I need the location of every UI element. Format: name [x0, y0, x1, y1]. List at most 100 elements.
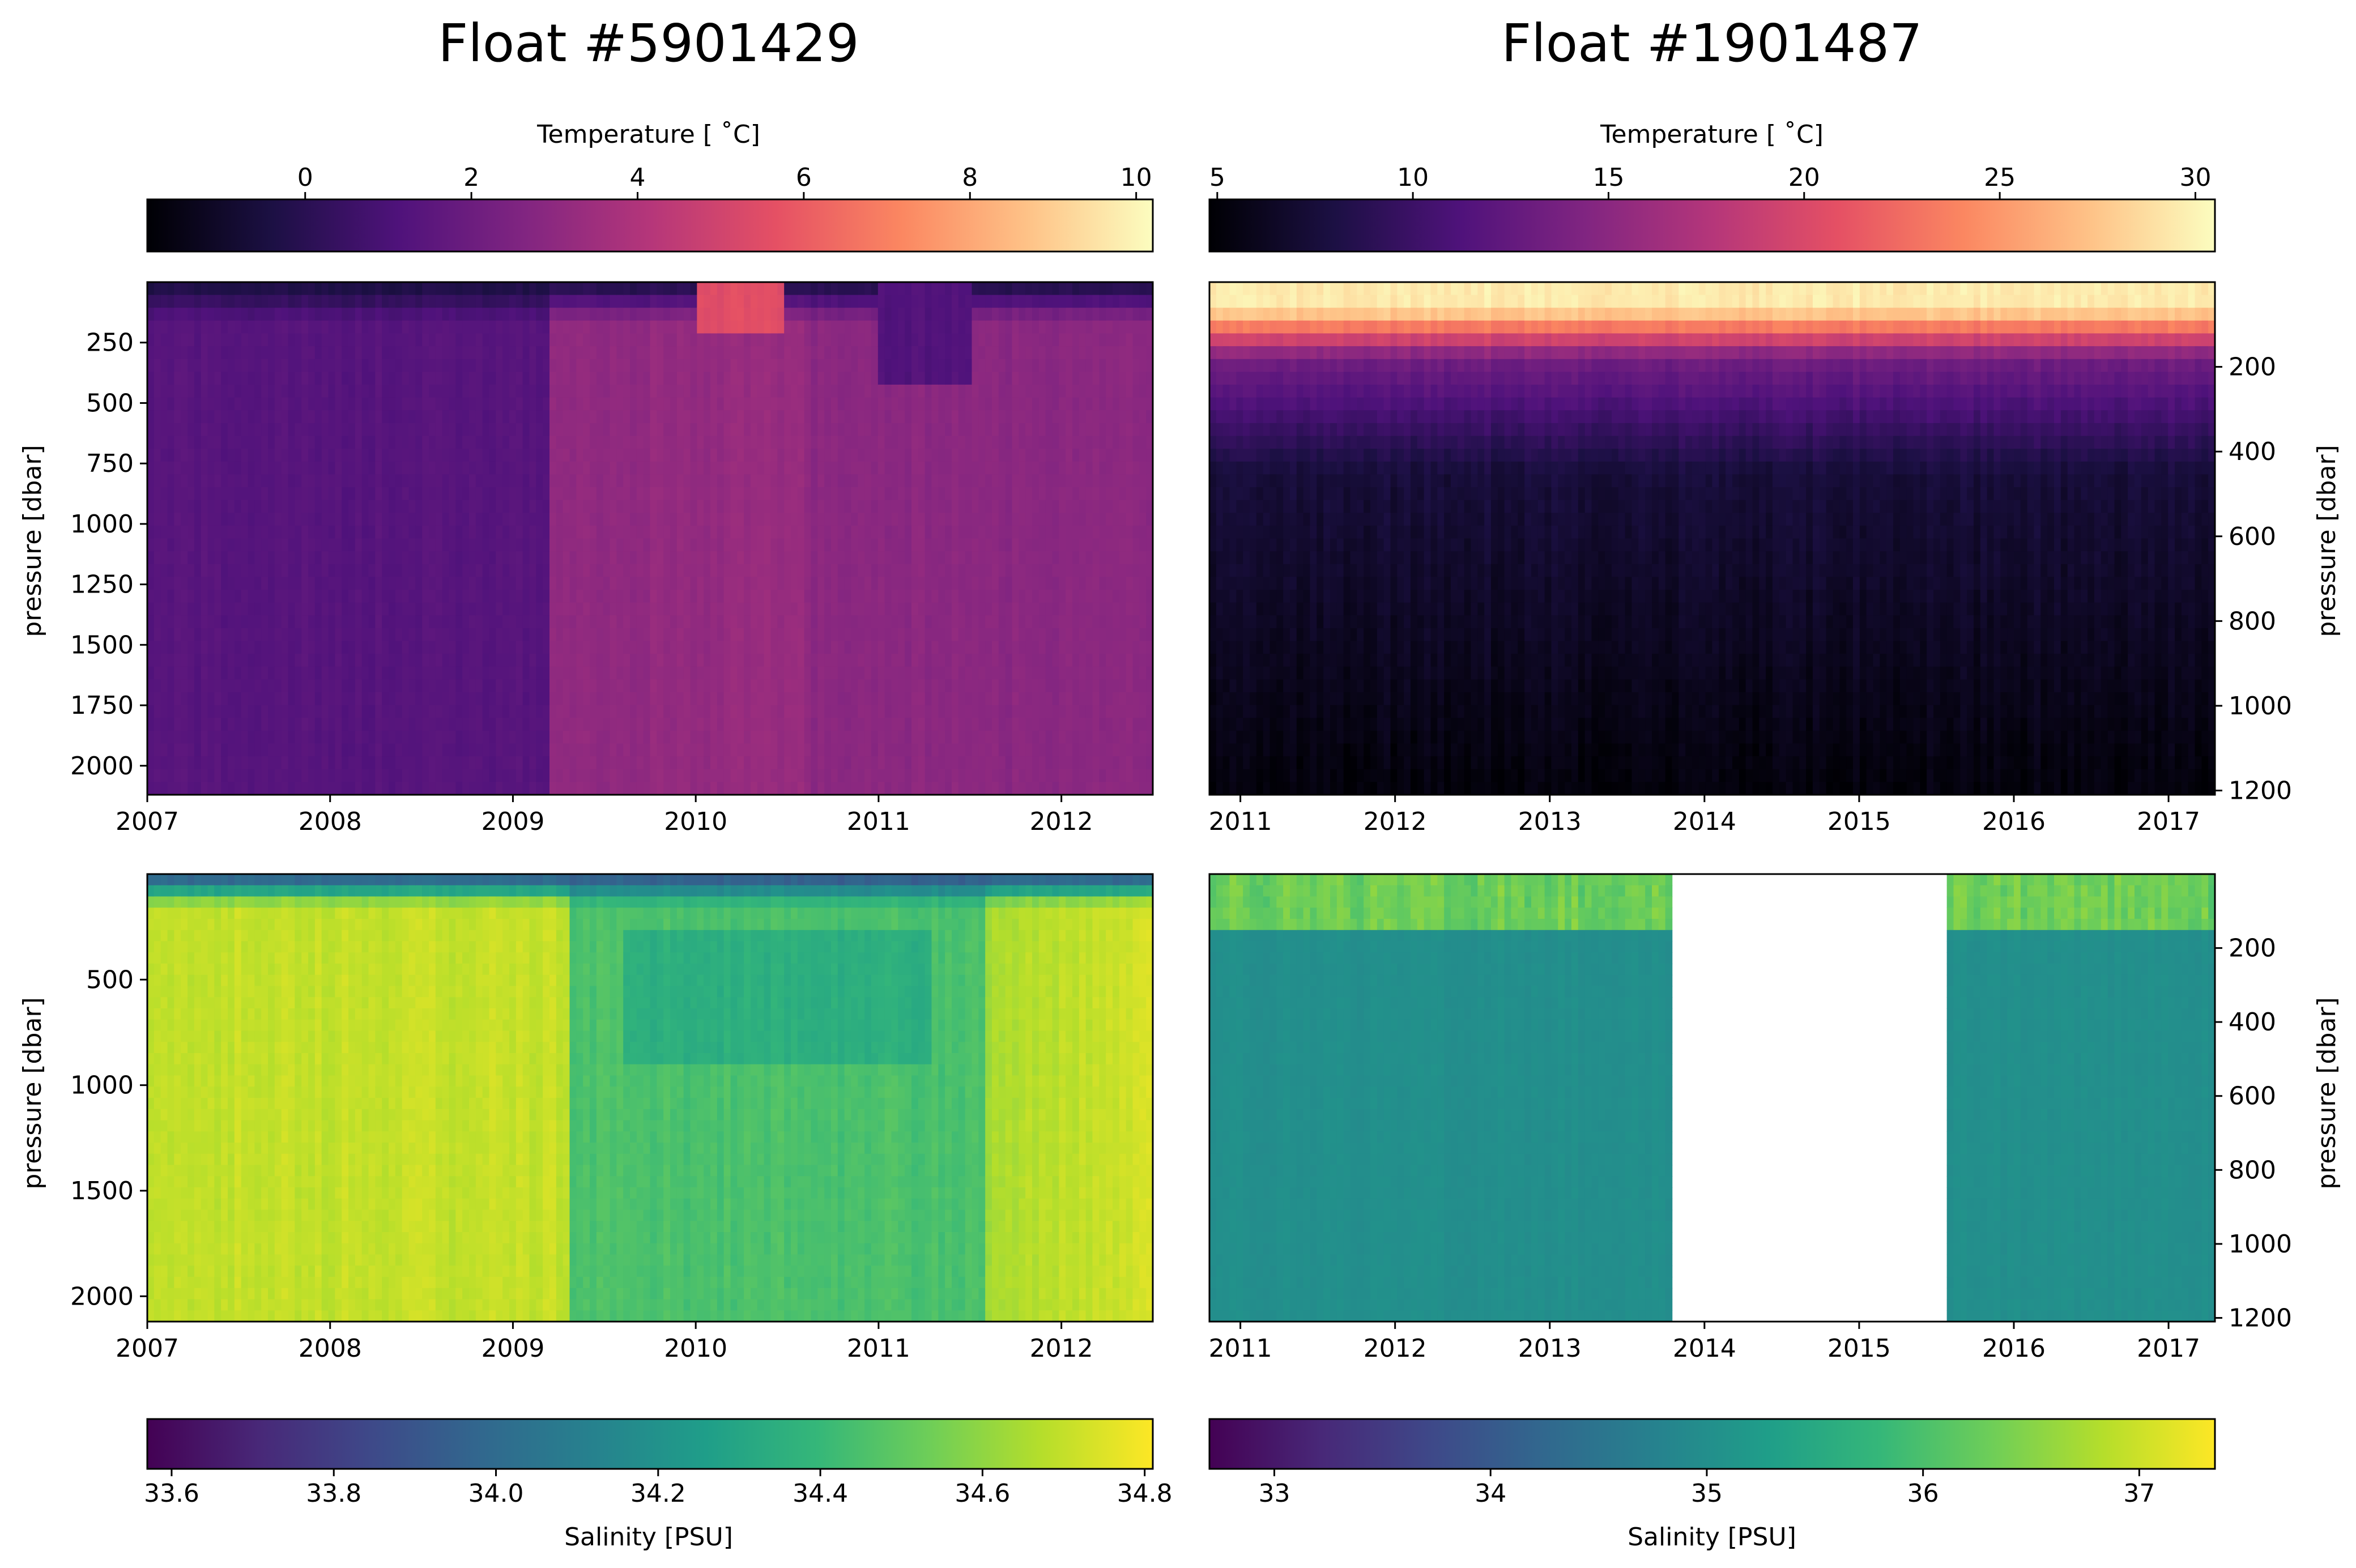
heatmap-cell	[549, 641, 557, 654]
heatmap-cell	[214, 590, 221, 603]
heatmap-cell	[697, 743, 704, 757]
heatmap-cell	[784, 718, 791, 731]
heatmap-cell	[610, 308, 617, 321]
heatmap-cell	[817, 333, 825, 347]
heatmap-cell	[415, 397, 423, 411]
heatmap-cell	[348, 474, 356, 488]
heatmap-cell	[858, 346, 865, 360]
heatmap-cell	[348, 769, 356, 783]
heatmap-cell	[643, 346, 651, 360]
heatmap-cell	[931, 782, 939, 795]
heatmap-cell	[254, 308, 262, 321]
heatmap-cell	[898, 359, 905, 373]
heatmap-cell	[482, 461, 490, 475]
heatmap-cell	[234, 295, 242, 309]
heatmap-cell	[228, 666, 235, 680]
heatmap-cell	[898, 449, 905, 462]
heatmap-cell	[415, 333, 423, 347]
heatmap-cell	[777, 487, 785, 501]
heatmap-cell	[717, 666, 725, 680]
heatmap-cell	[751, 525, 758, 539]
heatmap-cell	[288, 397, 296, 411]
heatmap-cell	[737, 577, 744, 590]
heatmap-cell	[301, 602, 309, 616]
heatmap-cell	[408, 513, 416, 526]
heatmap-cell	[837, 615, 845, 629]
heatmap-cell	[657, 551, 664, 565]
heatmap-cell	[616, 756, 624, 770]
heatmap-cell	[864, 410, 872, 424]
heatmap-cell	[154, 346, 161, 360]
heatmap-cell	[824, 500, 832, 514]
heatmap-cell	[931, 615, 939, 629]
heatmap-cell	[160, 602, 168, 616]
heatmap-cell	[221, 397, 228, 411]
heatmap-cell	[737, 385, 744, 398]
heatmap-cell	[690, 769, 698, 783]
heatmap-cell	[623, 577, 630, 590]
heatmap-cell	[844, 641, 852, 654]
heatmap-cell	[160, 513, 168, 526]
heatmap-cell	[435, 436, 443, 449]
heatmap-cell	[931, 449, 939, 462]
heatmap-cell	[342, 679, 349, 693]
heatmap-cell	[529, 487, 537, 501]
heatmap-cell	[851, 320, 859, 334]
heatmap-cell	[355, 346, 363, 360]
heatmap-cell	[636, 730, 644, 744]
heatmap-cell	[529, 525, 537, 539]
heatmap-cell	[704, 436, 711, 449]
heatmap-cell	[596, 449, 604, 462]
heatmap-cell	[368, 461, 376, 475]
heatmap-cell	[717, 525, 725, 539]
heatmap-cell	[590, 692, 597, 706]
heatmap-cell	[556, 474, 564, 488]
heatmap-cell	[610, 320, 617, 334]
heatmap-cell	[650, 602, 658, 616]
heatmap-cell	[274, 628, 282, 642]
heatmap-cell	[475, 410, 483, 424]
heatmap-cell	[314, 410, 322, 424]
heatmap-cell	[543, 500, 550, 514]
heatmap-cell	[248, 372, 255, 385]
heatmap-cell	[422, 487, 429, 501]
heatmap-cell	[737, 769, 744, 783]
heatmap-cell	[891, 705, 899, 719]
heatmap-cell	[777, 743, 785, 757]
heatmap-cell	[308, 436, 316, 449]
heatmap-cell	[214, 730, 221, 744]
heatmap-cell	[160, 397, 168, 411]
heatmap-cell	[415, 346, 423, 360]
heatmap-cell	[228, 295, 235, 309]
heatmap-cell	[482, 525, 490, 539]
heatmap-cell	[435, 346, 443, 360]
heatmap-cell	[871, 577, 879, 590]
heatmap-cell	[690, 474, 698, 488]
heatmap-cell	[583, 615, 590, 629]
heatmap-cell	[877, 628, 885, 642]
heatmap-cell	[375, 756, 382, 770]
heatmap-cell	[576, 346, 583, 360]
heatmap-cell	[924, 487, 932, 501]
heatmap-cell	[348, 372, 356, 385]
heatmap-cell	[844, 730, 852, 744]
heatmap-cell	[321, 436, 329, 449]
heatmap-cell	[201, 730, 208, 744]
heatmap-cell	[449, 654, 457, 667]
heatmap-cell	[435, 282, 443, 296]
heatmap-cell	[704, 538, 711, 552]
heatmap-cell	[858, 730, 865, 744]
heatmap-cell	[744, 782, 751, 795]
heatmap-cell	[274, 564, 282, 578]
heatmap-cell	[751, 295, 758, 309]
heatmap-cell	[596, 782, 604, 795]
heatmap-cell	[288, 782, 296, 795]
heatmap-cell	[650, 628, 658, 642]
heatmap-cell	[603, 410, 611, 424]
heatmap-cell	[723, 782, 731, 795]
heatmap-cell	[395, 436, 403, 449]
heatmap-cell	[328, 718, 336, 731]
heatmap-cell	[348, 359, 356, 373]
heatmap-cell	[342, 782, 349, 795]
heatmap-cell	[301, 628, 309, 642]
